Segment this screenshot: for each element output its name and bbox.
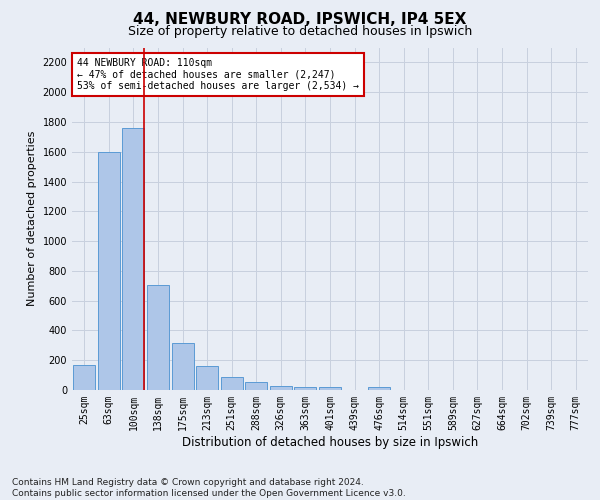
- Bar: [98, 152, 120, 390]
- Text: 44 NEWBURY ROAD: 110sqm
← 47% of detached houses are smaller (2,247)
53% of semi: 44 NEWBURY ROAD: 110sqm ← 47% of detache…: [77, 58, 359, 91]
- Bar: [73, 366, 95, 390]
- Bar: [368, 387, 390, 390]
- Bar: [147, 285, 169, 390]
- Bar: [295, 387, 316, 390]
- Bar: [319, 387, 341, 390]
- Bar: [122, 128, 145, 390]
- Bar: [221, 376, 243, 390]
- Bar: [270, 386, 292, 390]
- Y-axis label: Number of detached properties: Number of detached properties: [27, 131, 37, 306]
- Bar: [172, 343, 194, 390]
- Text: 44, NEWBURY ROAD, IPSWICH, IP4 5EX: 44, NEWBURY ROAD, IPSWICH, IP4 5EX: [133, 12, 467, 28]
- Bar: [245, 382, 268, 390]
- Bar: [196, 366, 218, 390]
- Text: Contains HM Land Registry data © Crown copyright and database right 2024.
Contai: Contains HM Land Registry data © Crown c…: [12, 478, 406, 498]
- X-axis label: Distribution of detached houses by size in Ipswich: Distribution of detached houses by size …: [182, 436, 478, 448]
- Text: Size of property relative to detached houses in Ipswich: Size of property relative to detached ho…: [128, 25, 472, 38]
